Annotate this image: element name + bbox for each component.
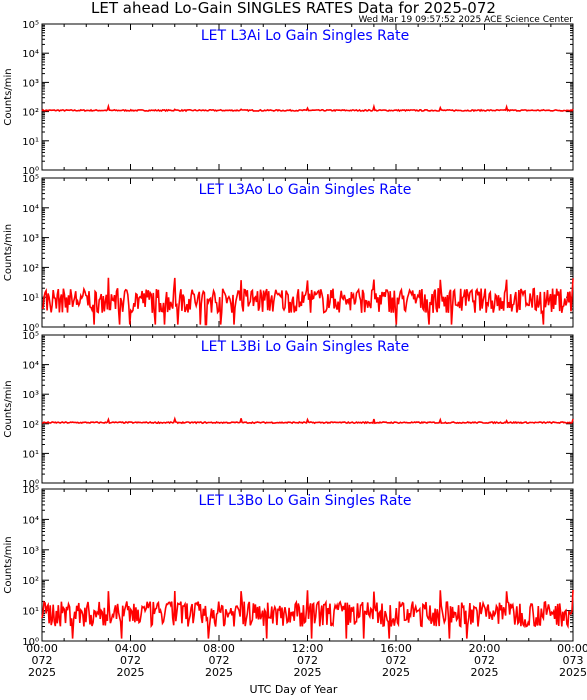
x-tick-label: 2025	[471, 666, 499, 679]
y-tick-label: 10²	[22, 263, 39, 274]
x-tick-label: 2025	[294, 666, 322, 679]
series-line	[41, 277, 574, 326]
x-tick-label: 08:00	[203, 642, 235, 655]
plot-frame	[41, 334, 574, 484]
y-tick-label: 10⁴	[22, 204, 39, 215]
panel-4: 10⁰ 10¹ 10² 10³ 10⁴ 10⁵ Counts/min LET L3Bo Lo …	[3, 485, 574, 648]
panel-title: LET L3Bo Lo Gain Singles Rate	[198, 493, 411, 509]
y-tick-label: 10⁴	[22, 361, 39, 372]
series-line	[41, 589, 574, 639]
x-tick-label: 2025	[382, 666, 410, 679]
x-tick-label: 073	[563, 654, 584, 667]
y-tick-label: 10⁵	[22, 174, 39, 185]
y-tick-label: 10³	[22, 234, 39, 245]
y-tick-label: 10⁴	[22, 49, 39, 60]
timestamp: Wed Mar 19 09:57:52 2025 ACE Science Cen…	[358, 15, 573, 25]
y-tick-label: 10³	[22, 78, 39, 89]
x-tick-label: 00:00	[26, 642, 58, 655]
y-axis-label: Counts/min	[3, 536, 14, 593]
y-axis-label: Counts/min	[3, 380, 14, 437]
x-tick-label: 2025	[117, 666, 145, 679]
x-tick-label: 072	[386, 654, 407, 667]
x-tick-label: 12:00	[292, 642, 324, 655]
y-tick-label: 10⁰	[22, 479, 39, 490]
y-tick-label: 10⁰	[22, 323, 39, 334]
plot-frame	[41, 23, 574, 171]
y-tick-label: 10¹	[22, 293, 39, 304]
x-tick-label: 072	[297, 654, 318, 667]
panel-1: 10⁰ 10¹ 10² 10³ 10⁴ 10⁵ Counts/min LET L3Ai Lo …	[3, 20, 574, 177]
x-tick-label: 072	[474, 654, 495, 667]
y-tick-label: 10¹	[22, 449, 39, 460]
x-tick-label: 2025	[28, 666, 56, 679]
x-tick-label: 072	[32, 654, 53, 667]
y-tick-label: 10¹	[22, 137, 39, 148]
x-tick-label: 2025	[559, 666, 587, 679]
panel-title: LET L3Ai Lo Gain Singles Rate	[201, 28, 409, 44]
y-tick-label: 10⁰	[22, 166, 39, 177]
x-tick-label: 20:00	[469, 642, 501, 655]
y-tick-label: 10⁵	[22, 20, 39, 31]
y-tick-label: 10²	[22, 420, 39, 431]
y-tick-label: 10²	[22, 108, 39, 119]
x-tick-label: 00:00	[557, 642, 587, 655]
y-axis-label: Counts/min	[3, 68, 14, 125]
series-line	[41, 416, 574, 425]
panel-2: 10⁰ 10¹ 10² 10³ 10⁴ 10⁵ Counts/min LET L3Ao Lo …	[3, 174, 574, 334]
x-tick-label: 072	[120, 654, 141, 667]
x-tick-label: 2025	[205, 666, 233, 679]
panel-title: LET L3Ao Lo Gain Singles Rate	[199, 182, 412, 198]
y-tick-label: 10⁴	[22, 515, 39, 526]
x-axis-label: UTC Day of Year	[249, 683, 338, 696]
x-tick-label: 072	[209, 654, 230, 667]
y-tick-label: 10¹	[22, 607, 39, 618]
x-tick-labels: 00:00072202504:00072202508:00072202512:0…	[26, 642, 587, 679]
panel-title: LET L3Bi Lo Gain Singles Rate	[201, 339, 409, 355]
y-axis-label: Counts/min	[3, 224, 14, 281]
y-tick-label: 10³	[22, 546, 39, 557]
y-tick-label: 10⁵	[22, 485, 39, 496]
y-tick-label: 10²	[22, 576, 39, 587]
x-tick-label: 16:00	[380, 642, 412, 655]
chart-title: LET ahead Lo-Gain SINGLES RATES Data for…	[91, 0, 496, 17]
panel-3: 10⁰ 10¹ 10² 10³ 10⁴ 10⁵ Counts/min LET L3Bi Lo …	[3, 331, 574, 490]
x-tick-label: 04:00	[115, 642, 147, 655]
series-line	[41, 103, 574, 113]
y-tick-label: 10⁰	[22, 637, 39, 648]
y-tick-label: 10³	[22, 390, 39, 401]
y-tick-label: 10⁵	[22, 331, 39, 342]
